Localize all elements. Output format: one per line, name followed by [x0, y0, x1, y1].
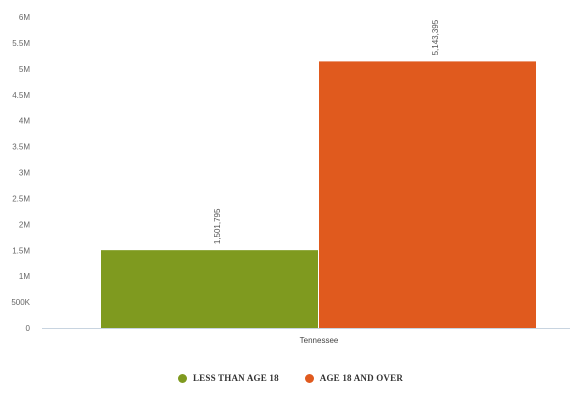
y-tick-label: 4M: [19, 117, 30, 126]
legend-item-18-and-over[interactable]: AGE 18 AND OVER: [304, 373, 404, 383]
y-tick-label: 3M: [19, 169, 30, 178]
legend-label-less-than-18: LESS THAN AGE 18: [192, 373, 279, 383]
legend: LESS THAN AGE 18 AGE 18 AND OVER: [0, 373, 581, 383]
y-tick-label: 5M: [19, 65, 30, 74]
bar-18-and-over[interactable]: [319, 61, 536, 328]
legend-swatch-less-than-18: [177, 373, 187, 383]
y-tick-label: 0: [26, 324, 31, 333]
data-labels: 1,501,795 5,143,395: [213, 19, 440, 244]
data-label-less-than-18: 1,501,795: [213, 208, 222, 244]
x-axis: Tennessee: [300, 336, 339, 345]
y-tick-label: 2M: [19, 220, 30, 229]
y-tick-label: 1M: [19, 272, 30, 281]
data-label-18-and-over: 5,143,395: [431, 19, 440, 55]
y-tick-label: 6M: [19, 13, 30, 22]
bars: [101, 61, 536, 328]
y-tick-label: 4.5M: [12, 91, 30, 100]
y-axis: 0 500K 1M 1.5M 2M 2.5M 3M 3.5M 4M 4.5M 5M 5.5M 6M: [11, 13, 30, 333]
y-tick-label: 2.5M: [12, 194, 30, 203]
legend-label-18-and-over: AGE 18 AND OVER: [319, 373, 404, 383]
legend-swatch-18-and-over: [304, 373, 314, 383]
x-category-label: Tennessee: [300, 336, 339, 345]
y-tick-label: 500K: [11, 298, 30, 307]
bar-less-than-18[interactable]: [101, 250, 318, 328]
y-tick-label: 3.5M: [12, 143, 30, 152]
y-tick-label: 1.5M: [12, 246, 30, 255]
y-tick-label: 5.5M: [12, 39, 30, 48]
legend-item-less-than-18[interactable]: LESS THAN AGE 18: [177, 373, 279, 383]
